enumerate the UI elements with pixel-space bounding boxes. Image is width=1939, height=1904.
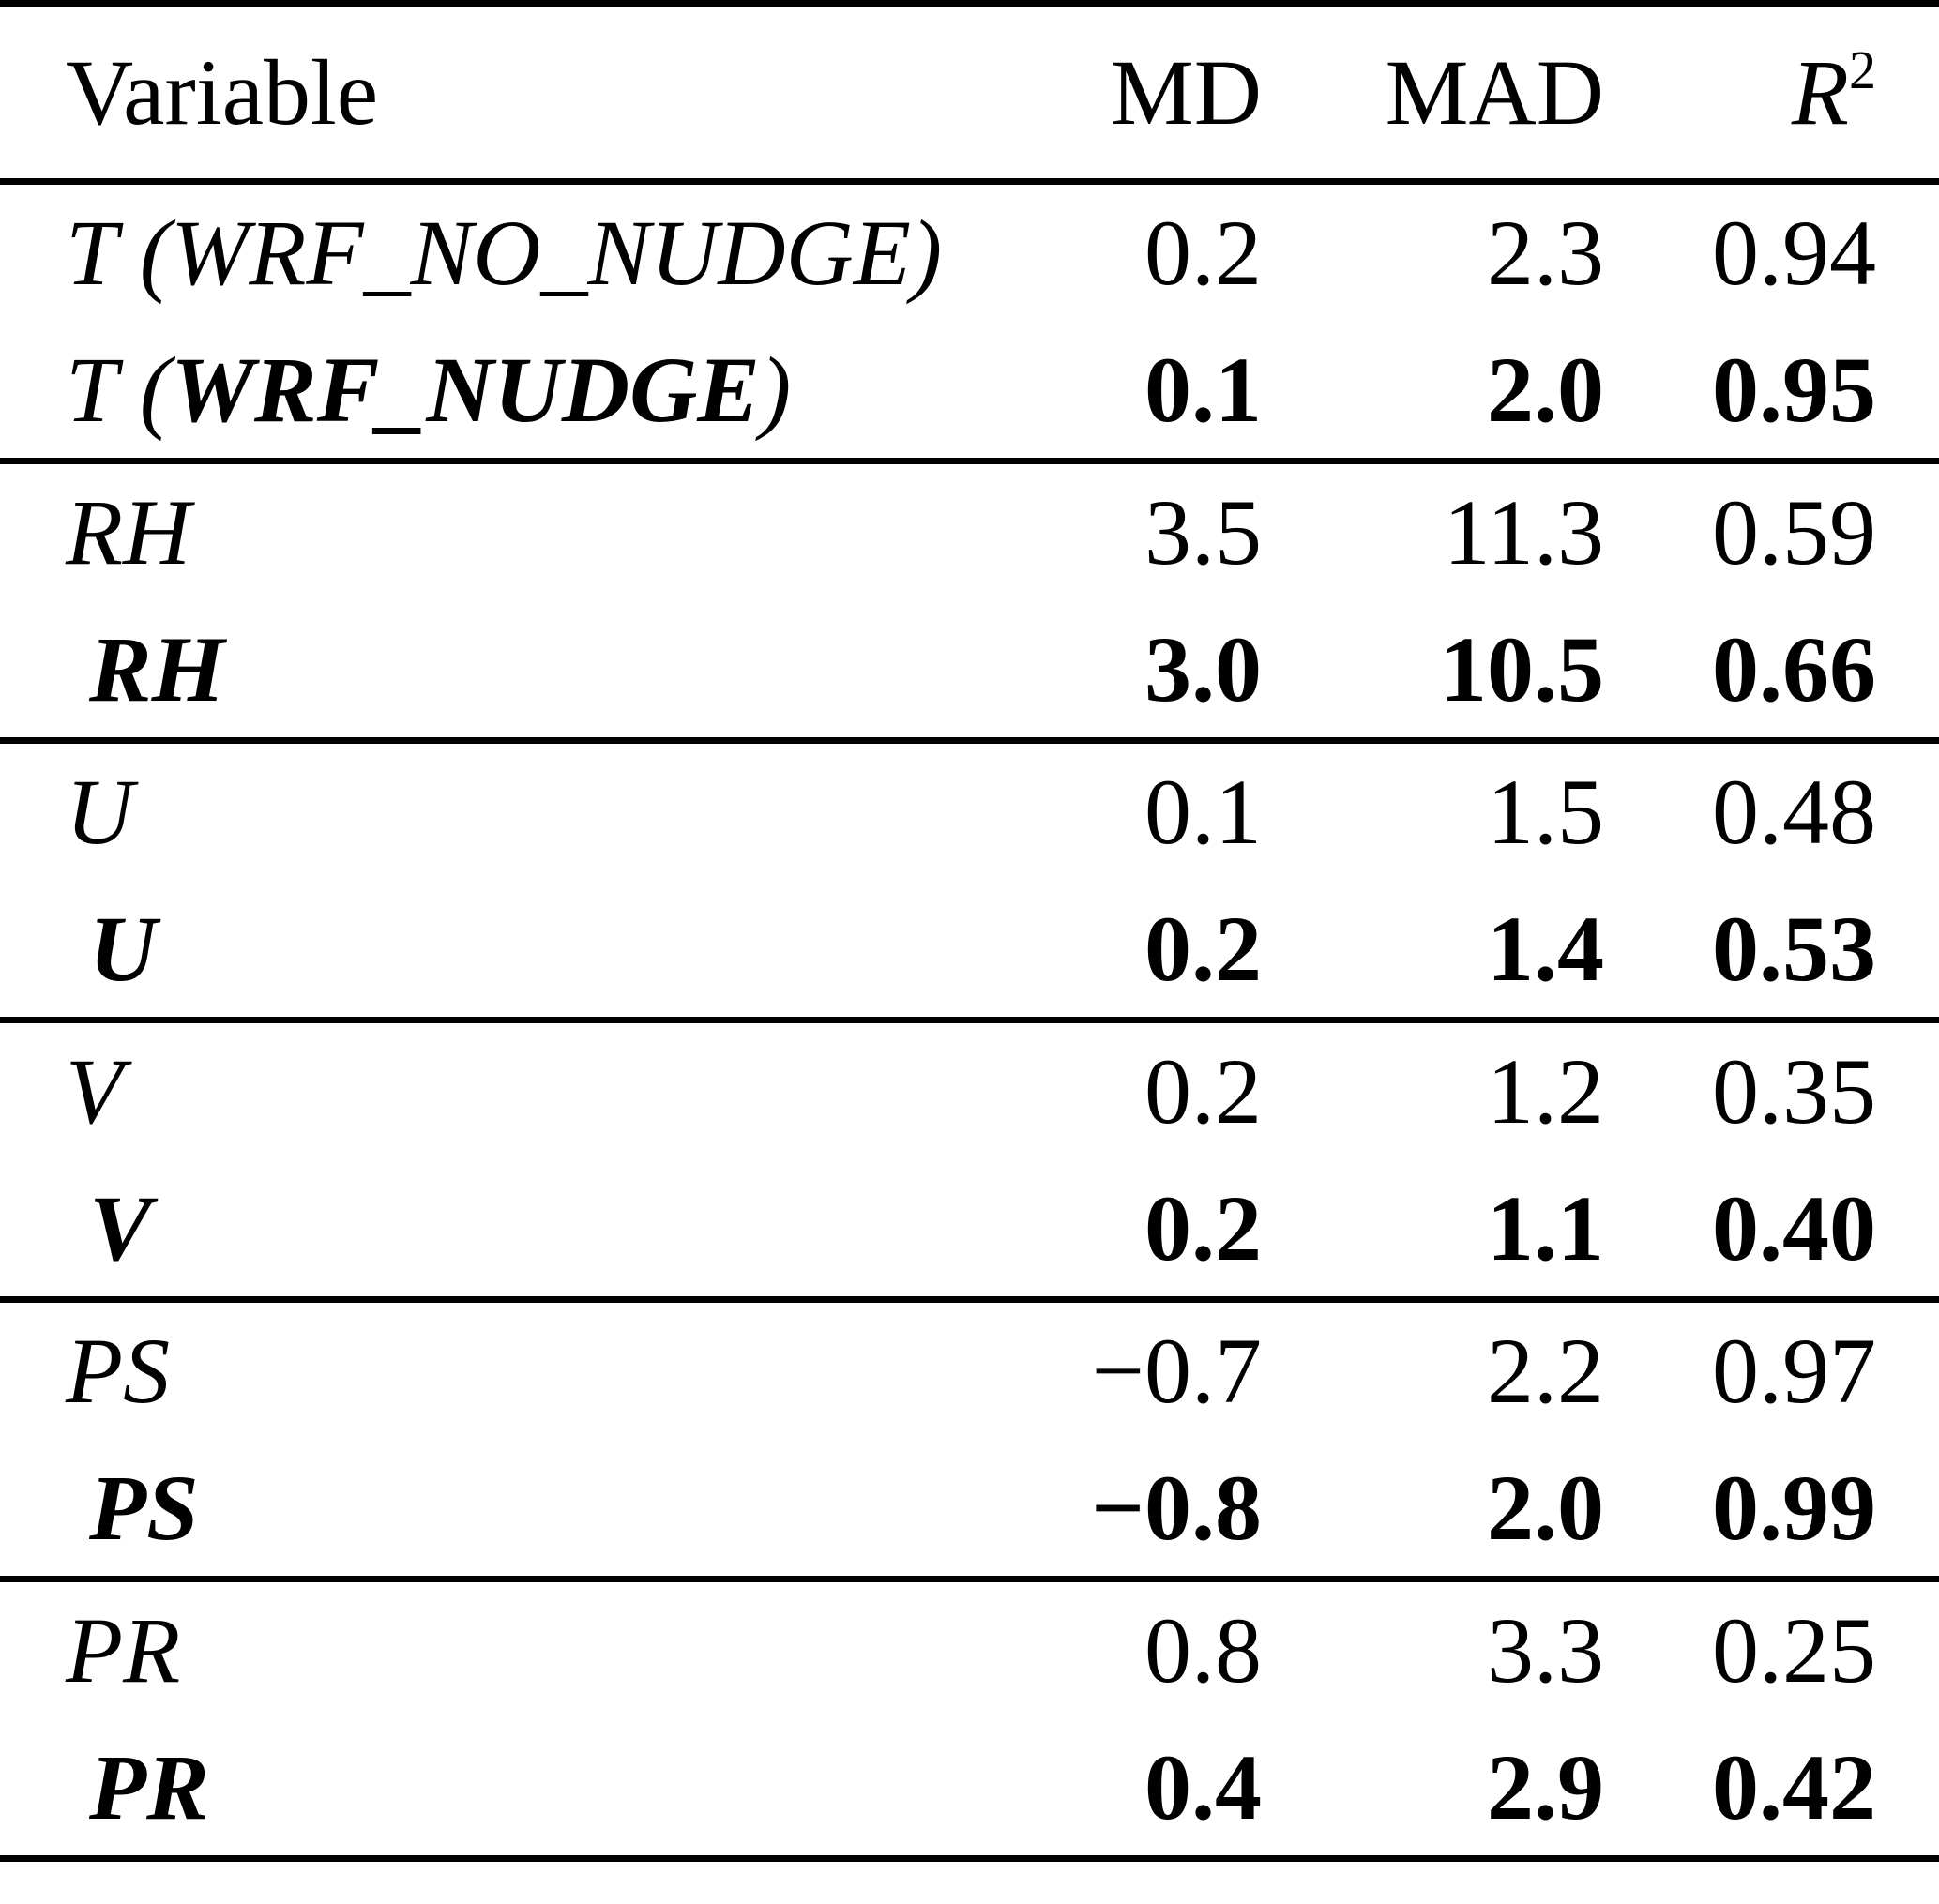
variable-cell: PR xyxy=(0,1719,971,1859)
md-cell: 0.2 xyxy=(1144,201,1262,306)
r2-cell: 0.99 xyxy=(1712,1455,1876,1560)
variable-label: PR xyxy=(66,1598,181,1703)
r2-symbol: R xyxy=(1791,40,1849,144)
md-cell: 3.5 xyxy=(1144,480,1262,585)
variable-label: V xyxy=(66,1039,124,1144)
variable-label: U xyxy=(66,760,134,865)
variable-label: T ( xyxy=(66,337,172,442)
r2-cell: 0.25 xyxy=(1712,1598,1876,1703)
table-row: PR 0.8 3.3 0.25 xyxy=(0,1579,1939,1719)
group-precipitation: PR 0.8 3.3 0.25 PR 0.4 2.9 0.42 xyxy=(0,1579,1939,1859)
table-row: U 0.1 1.5 0.48 xyxy=(0,741,1939,881)
md-cell: 0.2 xyxy=(1144,1175,1262,1280)
table-row: PS −0.7 2.2 0.97 xyxy=(0,1300,1939,1440)
r2-cell: 0.95 xyxy=(1712,337,1876,442)
variable-cell: PR xyxy=(0,1579,971,1719)
group-surface-pressure: PS −0.7 2.2 0.97 PS −0.8 2.0 0.99 xyxy=(0,1299,1939,1579)
r2-cell: 0.35 xyxy=(1712,1039,1876,1144)
table-row: RH 3.0 10.5 0.66 xyxy=(0,601,1939,741)
table-row: PR 0.4 2.9 0.42 xyxy=(0,1719,1939,1859)
md-cell: 0.2 xyxy=(1144,896,1262,1001)
md-cell: 0.4 xyxy=(1144,1734,1262,1839)
md-cell: 0.8 xyxy=(1144,1598,1262,1703)
mad-cell: 2.2 xyxy=(1487,1319,1604,1424)
variable-cell: V xyxy=(0,1020,971,1160)
variable-label: T (WRF_NO_NUDGE) xyxy=(66,201,943,306)
group-u-wind: U 0.1 1.5 0.48 U 0.2 1.4 0.53 xyxy=(0,740,1939,1020)
variable-cell: RH xyxy=(0,601,971,741)
variable-label-bold: PS xyxy=(89,1455,199,1560)
variable-cell: PS xyxy=(0,1440,971,1579)
mad-cell: 2.0 xyxy=(1487,337,1604,442)
r2-cell: 0.97 xyxy=(1712,1319,1876,1424)
r2-cell: 0.40 xyxy=(1712,1175,1876,1280)
mad-cell: 11.3 xyxy=(1443,480,1604,585)
variable-label-bold: RH xyxy=(89,616,225,721)
variable-cell: T (WRF_NUDGE) xyxy=(0,322,971,461)
mad-cell: 1.2 xyxy=(1487,1039,1604,1144)
variable-label-bold: WRF_NUDGE xyxy=(171,337,760,442)
r2-cell: 0.48 xyxy=(1712,760,1876,865)
r2-cell: 0.59 xyxy=(1712,480,1876,585)
variable-label-bold: U xyxy=(89,896,158,1001)
variable-label-bold: V xyxy=(89,1175,152,1280)
column-header-md: MD xyxy=(1110,40,1262,144)
table-header: Variable MD MAD R2 xyxy=(0,4,1939,182)
group-temperature: T (WRF_NO_NUDGE) 0.2 2.3 0.94 T (WRF_NUD… xyxy=(0,181,1939,461)
r2-cell: 0.53 xyxy=(1712,896,1876,1001)
statistics-table: Variable MD MAD R2 T (WRF_NO_NUDGE) 0.2 … xyxy=(0,0,1939,1862)
table-row: V 0.2 1.1 0.40 xyxy=(0,1160,1939,1300)
md-cell: −0.8 xyxy=(1091,1455,1262,1560)
table-row: T (WRF_NO_NUDGE) 0.2 2.3 0.94 xyxy=(0,182,1939,322)
group-relative-humidity: RH 3.5 11.3 0.59 RH 3.0 10.5 0.66 xyxy=(0,461,1939,741)
md-cell: −0.7 xyxy=(1091,1319,1262,1424)
variable-label: PS xyxy=(66,1319,171,1424)
variable-cell: U xyxy=(0,881,971,1020)
mad-cell: 2.3 xyxy=(1487,201,1604,306)
variable-cell: RH xyxy=(0,461,971,601)
table-row: T (WRF_NUDGE) 0.1 2.0 0.95 xyxy=(0,322,1939,461)
header-row: Variable MD MAD R2 xyxy=(0,4,1939,182)
mad-cell: 3.3 xyxy=(1487,1598,1604,1703)
r2-cell: 0.94 xyxy=(1712,201,1876,306)
md-cell: 0.2 xyxy=(1144,1039,1262,1144)
variable-cell: T (WRF_NO_NUDGE) xyxy=(0,182,971,322)
variable-label-suffix: ) xyxy=(760,337,792,442)
variable-label-bold: PR xyxy=(89,1734,209,1839)
table-row: V 0.2 1.2 0.35 xyxy=(0,1020,1939,1160)
variable-label: RH xyxy=(66,480,191,585)
mad-cell: 2.0 xyxy=(1487,1455,1604,1560)
md-cell: 0.1 xyxy=(1144,760,1262,865)
r2-exponent: 2 xyxy=(1849,39,1876,100)
r2-cell: 0.66 xyxy=(1712,616,1876,721)
table-row: U 0.2 1.4 0.53 xyxy=(0,881,1939,1020)
r2-cell: 0.42 xyxy=(1712,1734,1876,1839)
mad-cell: 10.5 xyxy=(1440,616,1604,721)
column-header-mad: MAD xyxy=(1385,40,1604,144)
md-cell: 3.0 xyxy=(1144,616,1262,721)
variable-cell: PS xyxy=(0,1300,971,1440)
column-header-r2: R2 xyxy=(1604,4,1939,182)
mad-cell: 1.1 xyxy=(1487,1175,1604,1280)
column-header-variable: Variable xyxy=(66,40,379,144)
mad-cell: 1.5 xyxy=(1487,760,1604,865)
variable-cell: U xyxy=(0,741,971,881)
variable-cell: V xyxy=(0,1160,971,1300)
mad-cell: 1.4 xyxy=(1487,896,1604,1001)
table-row: RH 3.5 11.3 0.59 xyxy=(0,461,1939,601)
mad-cell: 2.9 xyxy=(1487,1734,1604,1839)
md-cell: 0.1 xyxy=(1144,337,1262,442)
table-row: PS −0.8 2.0 0.99 xyxy=(0,1440,1939,1579)
group-v-wind: V 0.2 1.2 0.35 V 0.2 1.1 0.40 xyxy=(0,1020,1939,1300)
